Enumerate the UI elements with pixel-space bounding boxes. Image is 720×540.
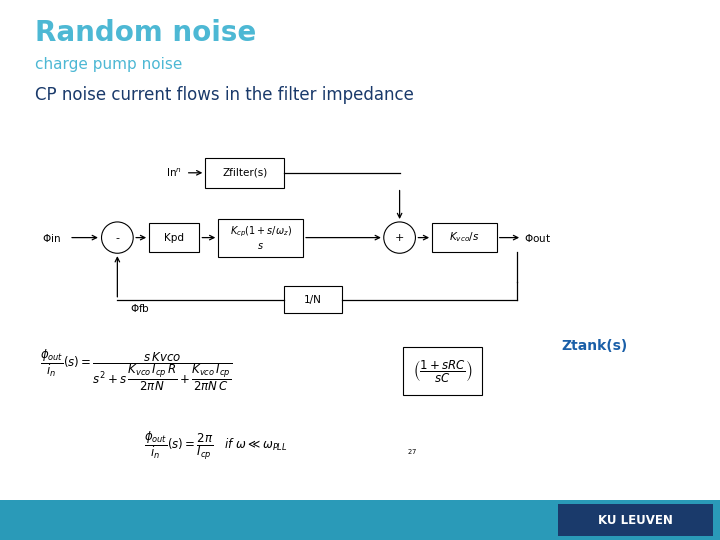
Text: Random noise: Random noise [35,19,256,47]
Text: KU LEUVEN: KU LEUVEN [598,514,673,526]
FancyBboxPatch shape [0,500,720,540]
Text: $K_{vco}/s$: $K_{vco}/s$ [449,231,480,245]
Text: 1/N: 1/N [305,295,322,305]
Ellipse shape [102,222,133,253]
Text: $\dfrac{\phi_{out}}{i_n}(s) = \dfrac{s\,Kvco}{s^2 + s\,\dfrac{K_{vco}\,I_{cp}\,R: $\dfrac{\phi_{out}}{i_n}(s) = \dfrac{s\,… [40,347,233,393]
Text: $K_{cp}(1+s/\omega_z)$
$s$: $K_{cp}(1+s/\omega_z)$ $s$ [230,225,292,251]
Text: +: + [395,233,405,242]
Text: $\left(\dfrac{1+sRC}{sC}\right)$: $\left(\dfrac{1+sRC}{sC}\right)$ [413,358,472,384]
FancyBboxPatch shape [403,347,482,395]
Text: -: - [115,233,120,242]
Text: $\dfrac{\phi_{out}}{i_n}(s) = \dfrac{2\pi}{I_{cp}}$$\quad if\ \omega \ll \omega_: $\dfrac{\phi_{out}}{i_n}(s) = \dfrac{2\p… [144,429,288,462]
FancyBboxPatch shape [432,222,497,252]
Text: In$^n$: In$^n$ [166,167,182,179]
FancyBboxPatch shape [284,286,342,313]
Ellipse shape [384,222,415,253]
FancyBboxPatch shape [205,158,284,187]
Text: CP noise current flows in the filter impedance: CP noise current flows in the filter imp… [35,86,413,104]
FancyBboxPatch shape [149,222,199,252]
Text: Ztank(s): Ztank(s) [562,339,628,353]
Text: $\Phi$in: $\Phi$in [42,232,60,244]
FancyBboxPatch shape [558,504,713,536]
Text: Kpd: Kpd [164,233,184,242]
Text: charge pump noise: charge pump noise [35,57,182,72]
FancyBboxPatch shape [218,219,303,256]
Text: $\Phi$fb: $\Phi$fb [130,302,150,314]
Text: ${}_{27}$: ${}_{27}$ [407,447,417,457]
Text: Zfilter(s): Zfilter(s) [222,168,267,178]
Text: $\Phi$out: $\Phi$out [524,232,551,244]
